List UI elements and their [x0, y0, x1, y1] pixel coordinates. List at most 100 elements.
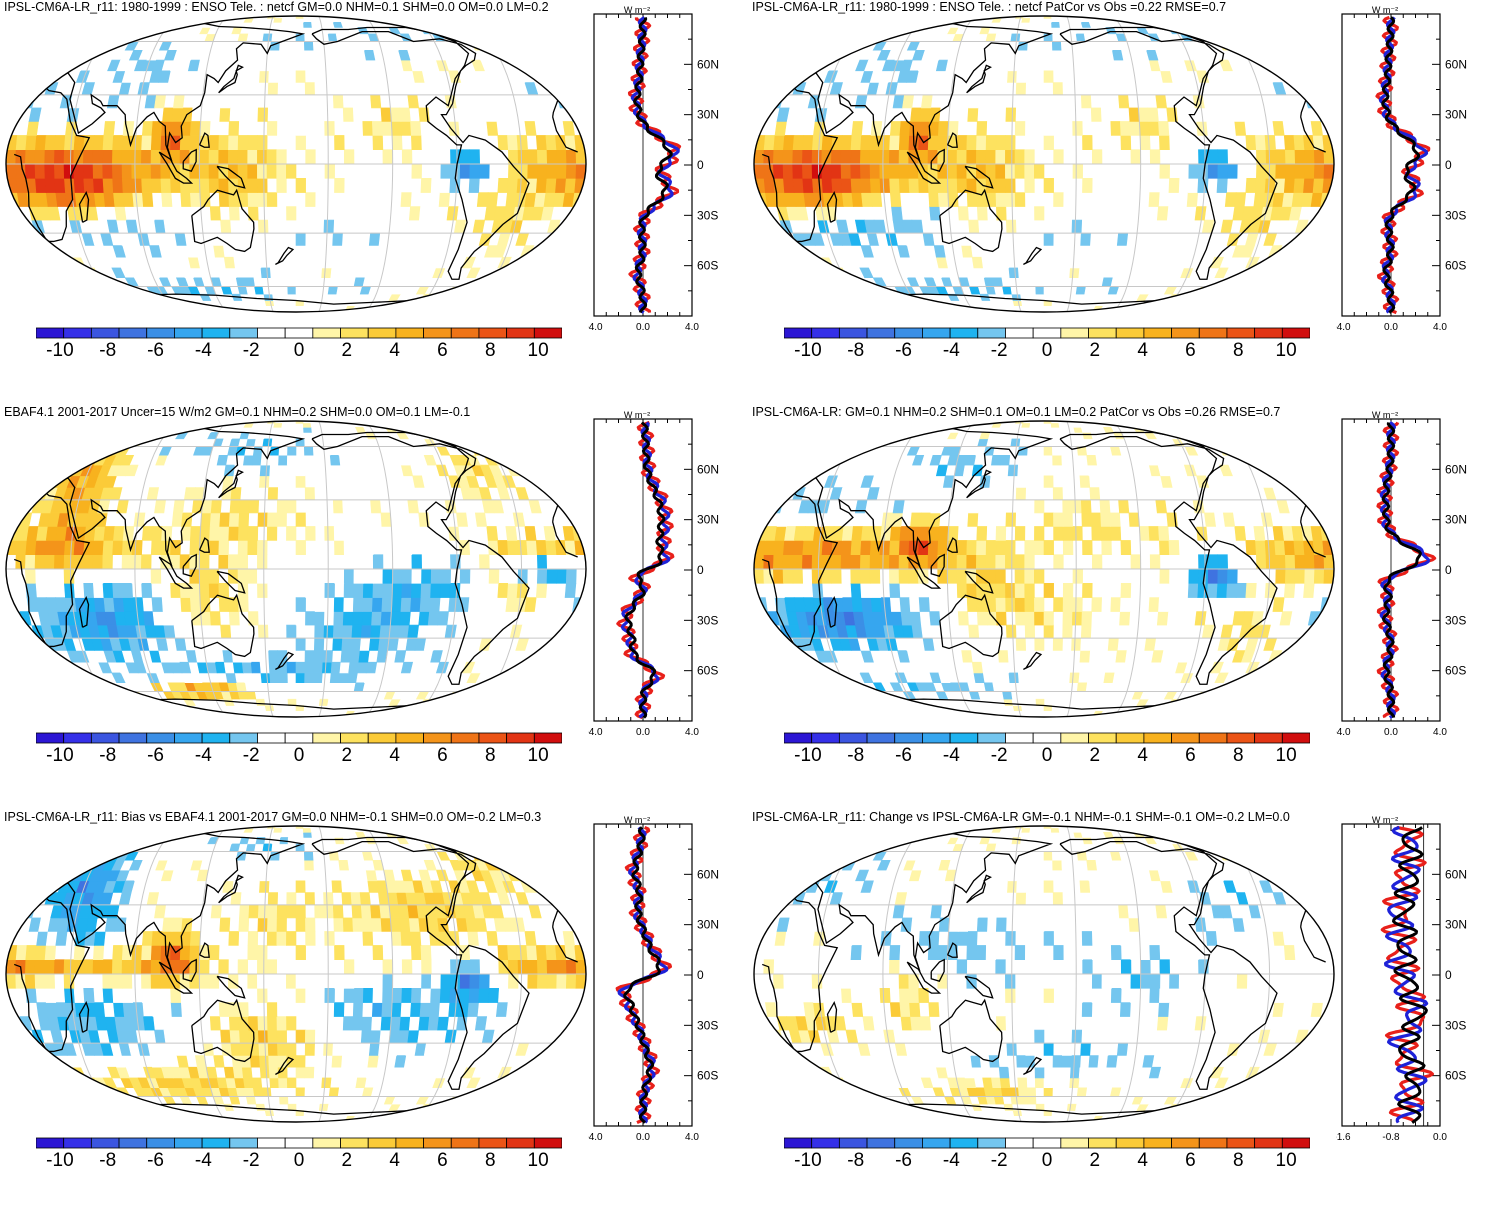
- colorbar-tick-label: -4: [942, 1150, 960, 1171]
- lat-label: 30N: [1445, 108, 1467, 122]
- colorbar-boxes: [35, 1137, 563, 1149]
- colorbar-box: [229, 327, 258, 339]
- lat-label: 30N: [1445, 918, 1467, 932]
- x-tick-label: 4.0: [1433, 727, 1447, 738]
- lat-label: 60S: [1445, 664, 1466, 678]
- lat-label: 60S: [1445, 259, 1466, 273]
- colorbar-tick-label: -2: [242, 1150, 260, 1171]
- unit-label: W m⁻²: [1372, 6, 1398, 15]
- colorbar-box: [395, 327, 424, 339]
- colorbar-box: [174, 732, 203, 744]
- colorbar-box: [977, 327, 1006, 339]
- colorbar-box: [284, 732, 314, 744]
- colorbar-box: [1198, 327, 1228, 339]
- colorbar-tick-label: 2: [1089, 745, 1101, 766]
- x-tick-label: 0.0: [636, 322, 650, 333]
- colorbar-box: [35, 327, 65, 339]
- map-p6: [753, 825, 1335, 1123]
- colorbar-tick-label: 0: [293, 1150, 305, 1171]
- colorbar-box: [284, 1137, 314, 1149]
- x-tick-label: 0.0: [1384, 322, 1398, 333]
- colorbar-tick-label: 10: [527, 340, 549, 361]
- colorbar-box: [1281, 1137, 1311, 1149]
- map-p5: [5, 825, 587, 1123]
- x-tick-label: -1.6: [1336, 1132, 1351, 1143]
- colorbar-boxes: [783, 327, 1311, 339]
- colorbar-box: [922, 327, 951, 339]
- colorbar-box: [838, 327, 868, 339]
- colorbar-box: [894, 1137, 923, 1149]
- panel-title: IPSL-CM6A-LR_r11: Change vs IPSL-CM6A-LR…: [752, 810, 1290, 824]
- panel-title: IPSL-CM6A-LR_r11: Bias vs EBAF4.1 2001-2…: [4, 810, 542, 824]
- colorbar-box: [1281, 327, 1311, 339]
- colorbar-box: [838, 1137, 868, 1149]
- colorbar-box: [1115, 327, 1145, 339]
- colorbar-tick-label: 0: [1041, 745, 1053, 766]
- colorbar-tick-label: 8: [1232, 745, 1244, 766]
- colorbar-tick-label: 0: [293, 340, 305, 361]
- colorbar-box: [1005, 327, 1034, 339]
- zonal-profile-p5: 60N 30N 0 30S 60S W m⁻² -4.0 0.0 4.0: [588, 816, 719, 1143]
- colorbar-box: [1281, 732, 1311, 744]
- colorbar-box: [1143, 327, 1172, 339]
- colorbar-tick-label: -6: [147, 1150, 164, 1171]
- colorbar-box: [174, 1137, 203, 1149]
- unit-label: W m⁻²: [624, 816, 650, 825]
- colorbar-box: [1088, 732, 1117, 744]
- colorbar-box: [118, 1137, 148, 1149]
- map-p1: [5, 15, 587, 313]
- panel-p5: IPSL-CM6A-LR_r11: Bias vs EBAF4.1 2001-2…: [0, 810, 743, 1205]
- colorbar-box: [201, 1137, 231, 1149]
- colorbar-tick-label: -4: [194, 340, 212, 361]
- colorbar-box: [783, 327, 813, 339]
- colorbar-tick-label: 2: [1089, 340, 1101, 361]
- colorbar-tick-label: -6: [147, 745, 164, 766]
- x-tick-label: -4.0: [1336, 322, 1351, 333]
- panel-title: IPSL-CM6A-LR: GM=0.1 NHM=0.2 SHM=0.1 OM=…: [752, 405, 1281, 419]
- colorbar-tick-label: 10: [1275, 340, 1297, 361]
- colorbar-box: [340, 327, 369, 339]
- lat-label: 0: [1445, 158, 1452, 172]
- colorbar-box: [1088, 327, 1117, 339]
- colorbar-box: [1005, 1137, 1034, 1149]
- lat-label: 60N: [697, 867, 719, 881]
- colorbar-tick-label: -2: [990, 1150, 1008, 1171]
- x-tick-label: -0.8: [1382, 1132, 1400, 1143]
- colorbar-box: [506, 1137, 535, 1149]
- colorbar-box: [1226, 1137, 1256, 1149]
- zonal-profile-p3: 60N 30N 0 30S 60S W m⁻² -4.0 0.0 4.0: [588, 411, 719, 738]
- colorbar-box: [1198, 1137, 1228, 1149]
- colorbar-tick-label: -2: [990, 745, 1008, 766]
- zonal-profile-p2: 60N 30N 0 30S 60S W m⁻² -4.0 0.0 4.0: [1336, 6, 1467, 333]
- zonal-profile-p6: 60N 30N 0 30S 60S W m⁻² -1.6 -0.8 0.0: [1336, 816, 1467, 1143]
- colorbar-tick-label: -4: [942, 745, 960, 766]
- colorbar-tick-label: 4: [389, 745, 400, 766]
- zonal-profile-p1: 60N 30N 0 30S 60S W m⁻² -4.0 0.0 4.0: [588, 6, 719, 333]
- colorbar-box: [257, 732, 286, 744]
- colorbar-box: [1088, 1137, 1117, 1149]
- colorbar-tick-label: -6: [895, 340, 912, 361]
- x-tick-label: 0.0: [1433, 1132, 1447, 1143]
- lat-label: 60S: [697, 259, 718, 273]
- colorbar-box: [811, 1137, 840, 1149]
- lat-label: 30N: [697, 513, 719, 527]
- colorbar-tick-label: 6: [1185, 745, 1196, 766]
- lat-label: 30S: [1445, 208, 1466, 222]
- lat-label: 30N: [697, 108, 719, 122]
- colorbar-boxes: [783, 1137, 1311, 1149]
- panel-title: IPSL-CM6A-LR_r11: 1980-1999 : ENSO Tele.…: [4, 0, 549, 14]
- colorbar: -10 -8 -6 -4 -2 0 2 4 6 8 10: [35, 1136, 563, 1176]
- colorbar-boxes: [35, 327, 563, 339]
- colorbar-box: [90, 327, 120, 339]
- colorbar-box: [63, 1137, 92, 1149]
- colorbar-tick-label: -4: [194, 745, 212, 766]
- colorbar-box: [118, 327, 148, 339]
- lat-label: 30N: [697, 918, 719, 932]
- colorbar-box: [838, 732, 868, 744]
- colorbar-tick-label: -10: [794, 1150, 822, 1171]
- colorbar-box: [201, 732, 231, 744]
- colorbar-tick-label: 4: [1137, 745, 1148, 766]
- colorbar-box: [1032, 732, 1062, 744]
- colorbar-box: [367, 327, 397, 339]
- colorbar-tick-label: -10: [46, 745, 74, 766]
